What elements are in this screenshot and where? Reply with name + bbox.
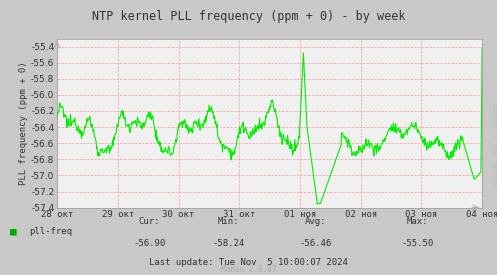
Text: Munin 2.0.67: Munin 2.0.67 [221, 265, 276, 274]
Text: pll-freq: pll-freq [29, 227, 72, 236]
Text: RRDTOOL / TOBI OETIKER: RRDTOOL / TOBI OETIKER [491, 104, 496, 187]
Text: NTP kernel PLL frequency (ppm + 0) - by week: NTP kernel PLL frequency (ppm + 0) - by … [92, 10, 405, 23]
Text: Min:: Min: [218, 217, 240, 226]
Y-axis label: PLL frequency (ppm + 0): PLL frequency (ppm + 0) [19, 61, 28, 185]
Text: -58.24: -58.24 [213, 239, 245, 248]
Text: Last update: Tue Nov  5 10:00:07 2024: Last update: Tue Nov 5 10:00:07 2024 [149, 258, 348, 266]
Text: -56.90: -56.90 [133, 239, 165, 248]
Text: -56.46: -56.46 [300, 239, 331, 248]
Text: Max:: Max: [407, 217, 428, 226]
Text: Avg:: Avg: [305, 217, 327, 226]
Text: ■: ■ [10, 227, 17, 237]
Text: -55.50: -55.50 [402, 239, 433, 248]
Text: Cur:: Cur: [138, 217, 160, 226]
